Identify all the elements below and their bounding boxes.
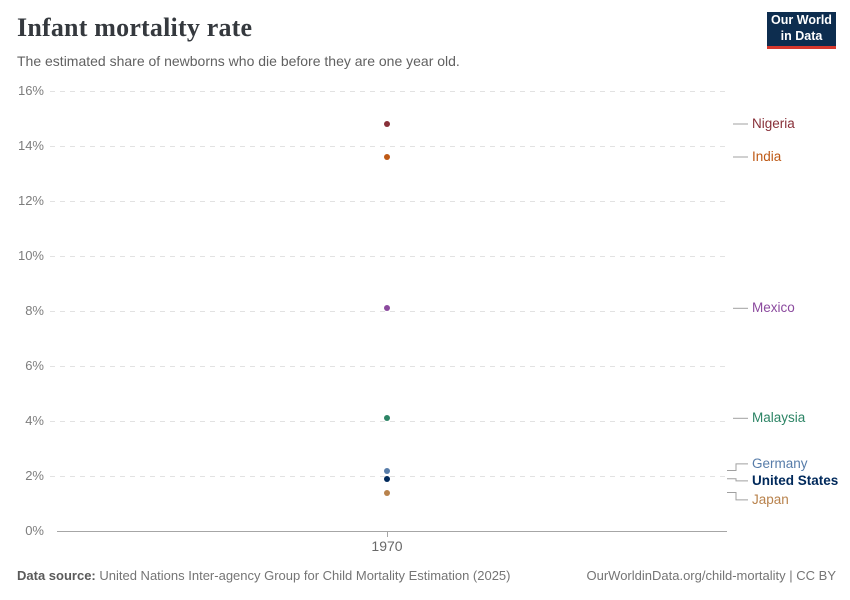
gridline (50, 366, 727, 367)
data-point-japan[interactable] (384, 489, 390, 496)
gridline (50, 201, 727, 202)
series-label-united-states[interactable]: United States (752, 472, 839, 488)
data-point-germany[interactable] (384, 467, 390, 474)
series-label-nigeria[interactable]: Nigeria (752, 116, 795, 131)
y-axis-tick-label: 10% (17, 248, 44, 263)
data-point-united-states[interactable] (384, 475, 390, 482)
series-label-india[interactable]: India (752, 149, 782, 164)
data-source-text: United Nations Inter-agency Group for Ch… (95, 568, 511, 583)
y-axis-tick-label: 6% (25, 358, 44, 373)
gridline (50, 311, 727, 312)
owid-logo[interactable]: Our World in Data (767, 12, 836, 49)
data-source-label: Data source: (17, 568, 96, 583)
y-axis-tick-label: 4% (25, 413, 44, 428)
x-axis-line (57, 531, 727, 532)
x-axis-tick-label: 1970 (371, 538, 403, 554)
owid-logo-line1: Our World (771, 13, 832, 28)
page-subtitle: The estimated share of newborns who die … (17, 53, 460, 69)
x-axis-tick (387, 531, 388, 537)
series-label-japan[interactable]: Japan (752, 491, 789, 507)
y-axis-tick-label: 2% (25, 468, 44, 483)
y-axis-tick-label: 0% (25, 523, 44, 538)
gridline (50, 421, 727, 422)
page-title: Infant mortality rate (17, 13, 253, 42)
owid-logo-line2: in Data (780, 29, 823, 43)
data-point-mexico[interactable] (384, 305, 390, 312)
gridline (50, 146, 727, 147)
data-source-note: Data source: United Nations Inter-agency… (17, 568, 511, 583)
series-label-germany[interactable]: Germany (752, 455, 808, 471)
y-axis-tick-label: 8% (25, 303, 44, 318)
series-label-malaysia[interactable]: Malaysia (752, 410, 806, 426)
owid-url-license[interactable]: OurWorldinData.org/child-mortality | CC … (586, 568, 837, 583)
series-label-mexico[interactable]: Mexico (752, 300, 795, 316)
data-point-nigeria[interactable] (384, 121, 390, 127)
chart-footer: Data source: United Nations Inter-agency… (17, 568, 836, 583)
data-point-india[interactable] (384, 154, 390, 160)
data-point-malaysia[interactable] (384, 415, 390, 422)
y-axis-tick-label: 14% (17, 138, 44, 153)
gridline (50, 256, 727, 257)
gridline (50, 91, 727, 92)
legend-leader-lines (727, 123, 748, 501)
y-axis-tick-label: 12% (17, 193, 44, 208)
y-axis-tick-label: 16% (17, 83, 44, 98)
